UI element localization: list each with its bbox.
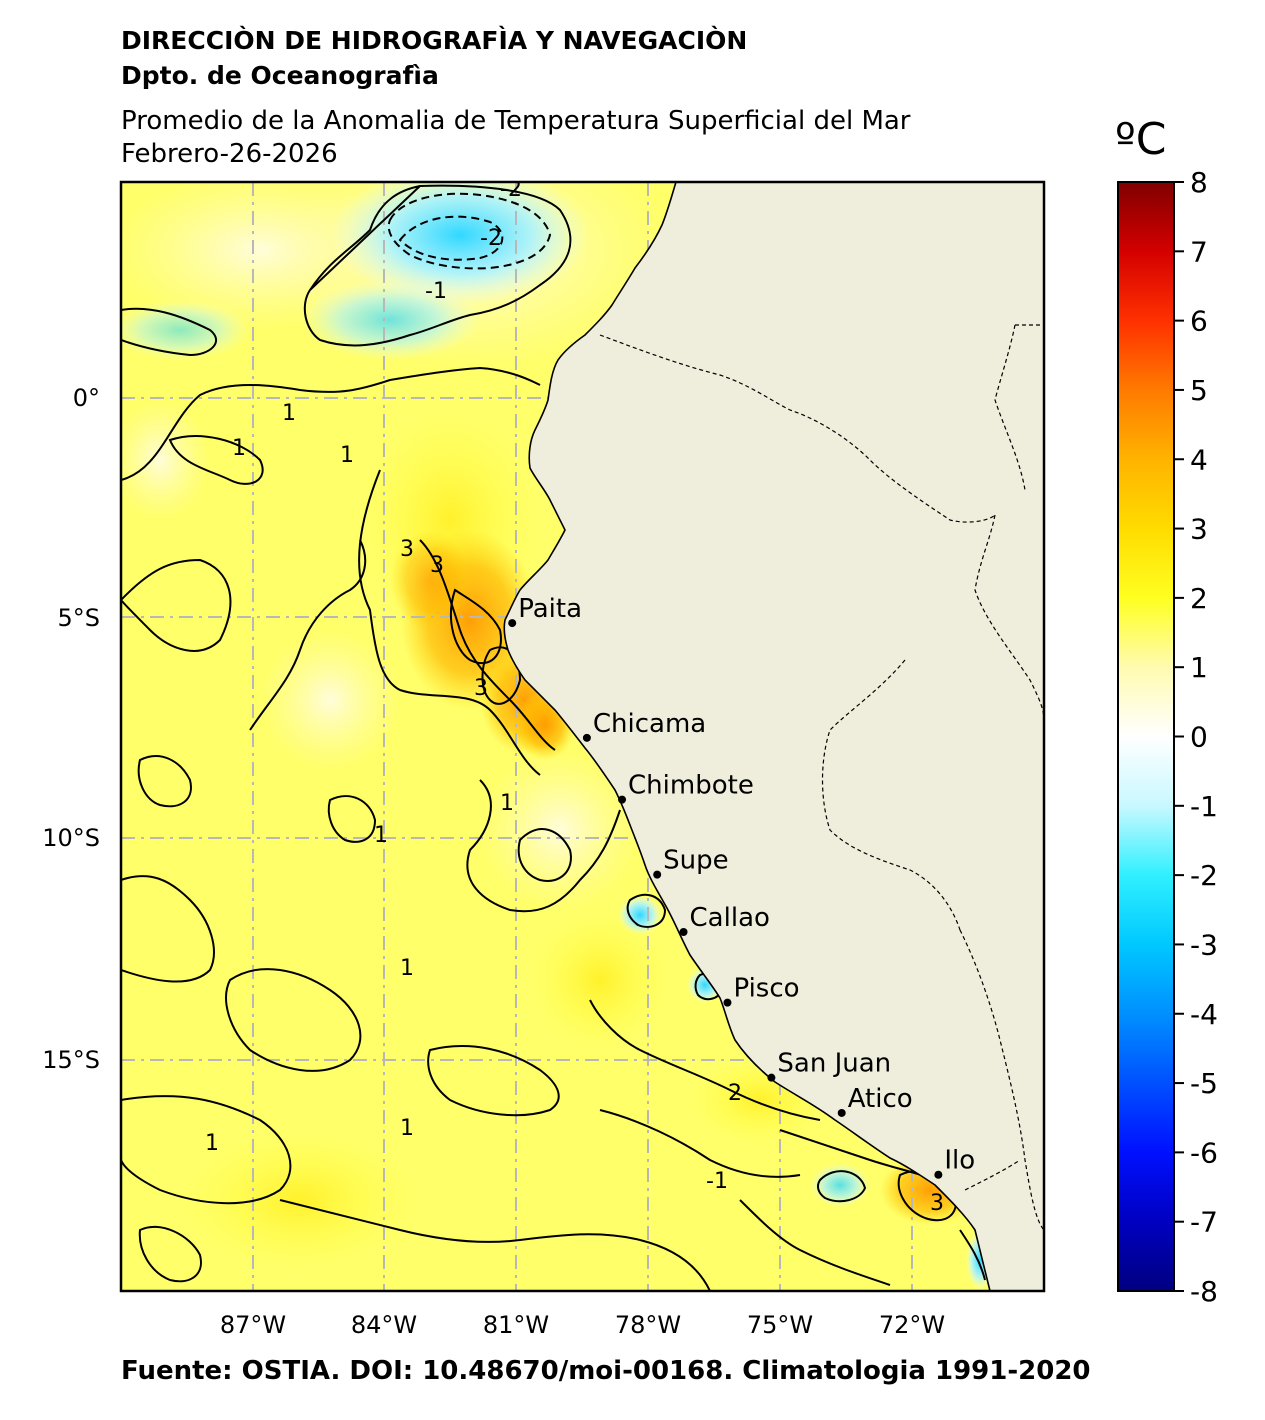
- colorbar-scale: [1117, 181, 1175, 1292]
- city-dot: [767, 1073, 776, 1082]
- colorbar-tick-label: -7: [1190, 1206, 1218, 1239]
- contour-label: 1: [340, 443, 354, 468]
- city-marker: Chimbote: [618, 771, 754, 804]
- lon-label: 81°W: [483, 1311, 549, 1339]
- colorbar-tick-label: 6: [1190, 305, 1208, 338]
- institution-title: DIRECCIÒN DE HIDROGRAFÌA Y NAVEGACIÒN: [121, 26, 748, 55]
- city-dot: [723, 998, 732, 1007]
- source-note: Fuente: OSTIA. DOI: 10.48670/moi-00168. …: [121, 1356, 1091, 1386]
- colorbar-tick-label: -3: [1190, 928, 1218, 961]
- lat-label: 10°S: [42, 824, 100, 852]
- colorbar-tick-label: 8: [1190, 166, 1208, 199]
- lon-label: 72°W: [879, 1311, 945, 1339]
- city-dot: [934, 1170, 943, 1179]
- contour-label-group: -2 -2 -1 1 1 1 3 3 3 4 1 1 1 2 3 -1 1 1: [205, 177, 944, 1216]
- city-label: Ilo: [944, 1146, 975, 1176]
- colorbar-tick-label: -2: [1190, 859, 1218, 892]
- lat-label: 0°: [73, 384, 100, 412]
- country-borders: [599, 324, 1044, 1231]
- city-dot: [582, 733, 591, 742]
- contour-label: -2: [500, 177, 522, 202]
- city-marker: Pisco: [723, 974, 800, 1007]
- city-markers: Paita Chicama Chimbote Supe Callao Pisco San J…: [508, 594, 975, 1179]
- contour-label: 3: [474, 676, 488, 701]
- city-marker: Paita: [508, 594, 582, 628]
- contour-label: 1: [500, 791, 514, 816]
- colorbar-tick-label: 5: [1190, 374, 1208, 407]
- city-marker: Ilo: [934, 1146, 975, 1179]
- lat-label: 5°S: [57, 604, 100, 632]
- land-mass: [503, 182, 1044, 1291]
- city-dot: [508, 619, 517, 628]
- city-label: Chimbote: [628, 771, 754, 801]
- contour-label: 1: [374, 823, 388, 848]
- contour-label: 1: [205, 1131, 219, 1156]
- contour-label: 1: [232, 436, 246, 461]
- lon-label: 87°W: [220, 1311, 286, 1339]
- city-label: Atico: [848, 1084, 913, 1114]
- colorbar-tick-label: 7: [1190, 235, 1208, 268]
- contour-label: 2: [728, 1081, 742, 1106]
- city-label: Callao: [690, 903, 770, 933]
- map-subtitle: Promedio de la Anomalia de Temperatura S…: [121, 106, 911, 136]
- city-label: Chicama: [593, 709, 706, 739]
- contour-label: 1: [400, 956, 414, 981]
- longitude-labels: 87°W 84°W 81°W 78°W 75°W 72°W: [220, 1311, 945, 1339]
- contour-label: 3: [400, 537, 414, 562]
- city-dot: [837, 1108, 846, 1117]
- lat-label: 15°S: [42, 1046, 100, 1074]
- contour-label: 3: [430, 553, 444, 578]
- colorbar-tick-label: 2: [1190, 582, 1208, 615]
- colorbar-tick-label: -8: [1190, 1275, 1218, 1308]
- map-date: Febrero-26-2026: [121, 139, 338, 169]
- map-frame: [119, 180, 1046, 1293]
- lon-label: 84°W: [351, 1311, 417, 1339]
- city-dot: [618, 795, 627, 804]
- city-label: Supe: [663, 846, 728, 876]
- city-marker: Supe: [653, 846, 729, 879]
- city-label: Paita: [518, 594, 582, 624]
- map-panel: -2 -2 -1 1 1 1 3 3 3 4 1 1 1 2 3 -1 1 1: [121, 177, 1044, 1291]
- colorbar-tick-label: -1: [1190, 790, 1218, 823]
- city-marker: Chicama: [582, 709, 706, 742]
- city-marker: Atico: [837, 1084, 913, 1117]
- contour-label: 3: [930, 1191, 944, 1216]
- contour-label: -1: [706, 1169, 728, 1194]
- lon-label: 75°W: [747, 1311, 813, 1339]
- city-marker: San Juan: [767, 1049, 891, 1082]
- colorbar-tick-label: 0: [1190, 721, 1208, 754]
- contour-label: 1: [400, 1116, 414, 1141]
- colorbar-unit: ºC: [1115, 114, 1167, 165]
- contour-label: -1: [425, 279, 447, 304]
- city-dot: [653, 870, 662, 879]
- city-marker: Callao: [679, 903, 770, 937]
- colorbar-tick-label: -6: [1190, 1136, 1218, 1169]
- lon-label: 78°W: [615, 1311, 681, 1339]
- city-dot: [679, 928, 688, 937]
- colorbar-tick-label: 3: [1190, 513, 1208, 546]
- city-label: San Juan: [777, 1049, 891, 1079]
- latitude-labels: 0° 5°S 10°S 15°S: [42, 384, 100, 1074]
- colorbar-tick-label: -5: [1190, 1067, 1218, 1100]
- colorbar: 8 7 6 5 4 3 2 1 0 -1 -2 -3 -4 -5 -6 -7 -8: [1117, 166, 1218, 1308]
- colorbar-tick-label: -4: [1190, 998, 1218, 1031]
- colorbar-ticks: 8 7 6 5 4 3 2 1 0 -1 -2 -3 -4 -5 -6 -7 -8: [1174, 166, 1218, 1308]
- colorbar-tick-label: 4: [1190, 443, 1208, 476]
- contour-label: -2: [480, 226, 502, 251]
- colorbar-tick-label: 1: [1190, 651, 1208, 684]
- contour-label: 1: [282, 401, 296, 426]
- department-title: Dpto. de Oceanografìa: [121, 61, 439, 90]
- city-label: Pisco: [733, 974, 799, 1004]
